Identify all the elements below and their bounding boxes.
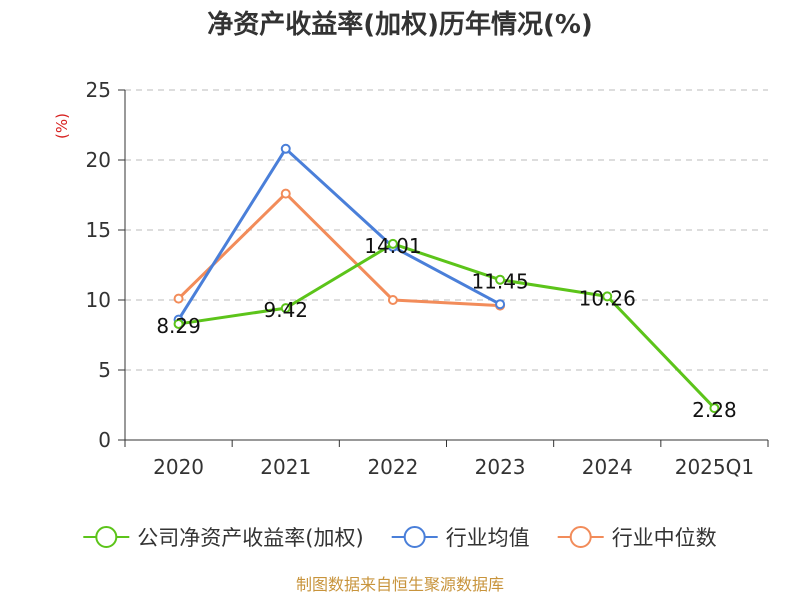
series-line — [177, 242, 716, 410]
series-line — [177, 192, 502, 308]
y-tick-label: 20 — [86, 148, 111, 172]
data-point — [280, 188, 291, 199]
data-point — [173, 293, 184, 304]
data-label: 10.26 — [579, 286, 636, 310]
series-line — [177, 147, 502, 322]
y-axis-unit-label: (%) — [53, 113, 71, 139]
legend-item-1: 行业均值 — [391, 526, 530, 550]
legend-marker-icon — [95, 526, 118, 548]
x-tick-label: 2023 — [475, 455, 526, 479]
data-point — [387, 238, 398, 249]
data-label: 11.45 — [471, 270, 528, 294]
y-tick-label: 10 — [86, 288, 111, 312]
data-point — [709, 403, 720, 414]
source-note: 制图数据来自恒生聚源数据库 — [296, 575, 504, 594]
y-tick-label: 0 — [98, 428, 111, 452]
data-point — [173, 318, 184, 329]
gridlines — [125, 89, 768, 371]
data-label: 2.28 — [692, 398, 737, 422]
data-point — [280, 303, 291, 314]
x-tick-label: 2020 — [153, 455, 204, 479]
x-tick-label: 2022 — [367, 455, 418, 479]
legend-item-0: 公司净资产收益率(加权) — [83, 526, 364, 550]
x-tick-label: 2025Q1 — [675, 455, 754, 479]
data-point — [387, 295, 398, 305]
series-layer — [173, 143, 720, 414]
y-tick-label: 25 — [86, 78, 111, 102]
series-0 — [173, 238, 720, 414]
legend-marker-icon — [569, 526, 592, 548]
legend-marker-icon — [403, 526, 426, 548]
data-labels: 8.29 9.42 14.01 11.45 10.26 2.28 — [156, 234, 736, 422]
y-tick-label: 15 — [86, 218, 111, 242]
chart-title: 净资产收益率(加权)历年情况(%) — [207, 9, 593, 40]
data-point — [602, 291, 613, 302]
data-label: 14.01 — [364, 234, 421, 258]
x-tick-label: 2024 — [582, 455, 633, 479]
data-point — [495, 274, 506, 285]
legend-label: 行业中位数 — [612, 526, 717, 550]
legend-label: 公司净资产收益率(加权) — [137, 526, 363, 550]
legend-label: 行业均值 — [446, 526, 530, 550]
legend: 公司净资产收益率(加权) 行业均值 行业中位数 — [83, 526, 717, 550]
axes: 0 5 10 15 20 25 2020 2021 2022 2023 2024 2025Q1 — [86, 78, 769, 479]
data-label: 8.29 — [156, 314, 201, 338]
data-point — [280, 143, 291, 154]
data-label: 9.42 — [263, 298, 308, 322]
legend-item-2: 行业中位数 — [557, 526, 717, 550]
y-tick-label: 5 — [98, 358, 111, 382]
x-tick-label: 2021 — [260, 455, 311, 479]
series-1 — [173, 143, 506, 325]
data-point — [495, 299, 506, 310]
